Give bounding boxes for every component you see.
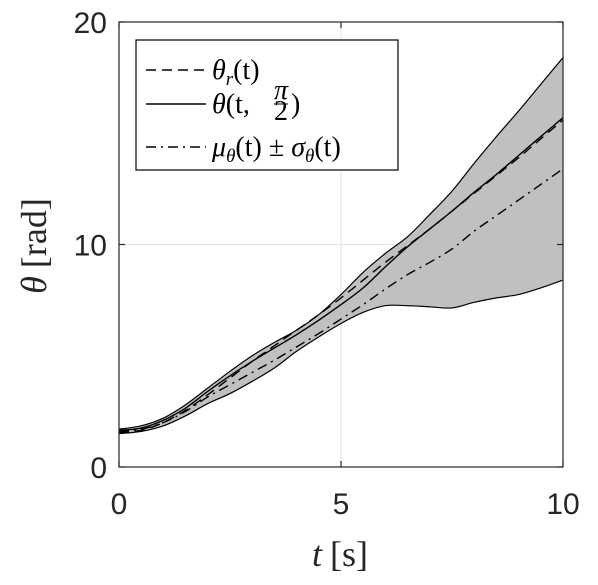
legend-entry-mu-sigma: μθ(t) ± σθ(t) [211, 132, 341, 167]
y-tick-labels: 0 10 20 [74, 7, 107, 485]
y-tick-label: 10 [74, 230, 107, 263]
y-tick-label: 20 [74, 7, 107, 40]
axis-ticks [118, 21, 564, 468]
y-tick-label: 0 [90, 452, 107, 485]
series-theta-pi-half [118, 117, 564, 431]
legend-frac-numerator: π [274, 75, 289, 106]
x-tick-labels: 0 5 10 [111, 488, 580, 521]
legend: θr(t) θ(t, π 2 ) μθ(t) ± σθ(t) [135, 39, 399, 171]
x-tick-label: 10 [546, 488, 579, 521]
x-tick-label: 5 [333, 488, 350, 521]
std-band-lower-edge [118, 279, 564, 435]
legend-entry-theta-pi-half: θ(t, [212, 89, 250, 120]
legend-box [135, 39, 399, 171]
legend-frac-denominator: 2 [274, 96, 288, 127]
x-axis-label: t [s] [312, 534, 368, 574]
x-tick-label: 0 [111, 488, 128, 521]
legend-close-paren: ) [291, 89, 300, 120]
series-theta-r [118, 119, 564, 434]
series-mu-theta [118, 168, 564, 433]
y-axis-label: θ[rad] [14, 198, 54, 294]
std-band-upper-edge [118, 57, 564, 430]
legend-entry-theta-r: θr(t) [212, 55, 260, 90]
std-band [119, 57, 563, 434]
